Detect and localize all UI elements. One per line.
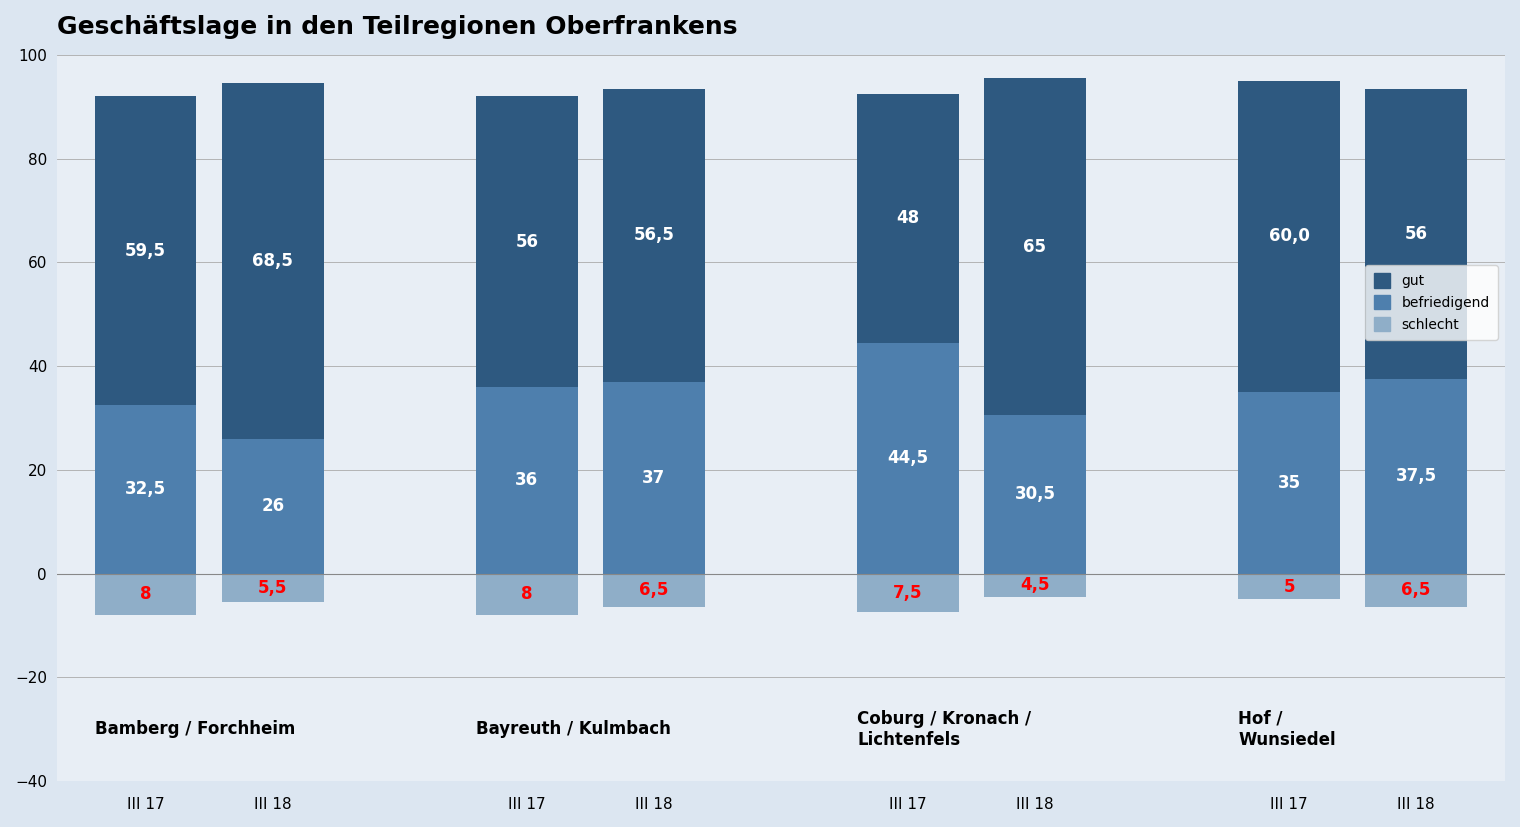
Text: 59,5: 59,5 [125, 241, 166, 260]
Bar [476, 574, 578, 615]
Bar [1365, 574, 1467, 607]
Text: 8: 8 [521, 586, 532, 603]
Text: 6,5: 6,5 [638, 581, 669, 600]
Bar [603, 88, 705, 381]
Text: 35: 35 [1277, 474, 1301, 492]
Text: 5: 5 [1283, 577, 1295, 595]
Bar [94, 405, 196, 574]
Text: 4,5: 4,5 [1020, 576, 1050, 595]
Bar [983, 79, 1085, 415]
Text: 37,5: 37,5 [1395, 467, 1436, 485]
Text: 37: 37 [641, 469, 666, 486]
Bar [857, 342, 959, 574]
Bar [476, 387, 578, 574]
Text: 26: 26 [261, 497, 284, 515]
Text: 44,5: 44,5 [888, 449, 929, 467]
Text: 68,5: 68,5 [252, 252, 293, 270]
Bar [1365, 88, 1467, 379]
Bar [94, 574, 196, 615]
Text: Geschäftslage in den Teilregionen Oberfrankens: Geschäftslage in den Teilregionen Oberfr… [56, 15, 737, 39]
Bar [94, 96, 196, 405]
Text: 30,5: 30,5 [1014, 485, 1055, 504]
Bar [1239, 81, 1339, 392]
Bar [603, 381, 705, 574]
Text: 60,0: 60,0 [1269, 227, 1309, 246]
Legend: gut, befriedigend, schlecht: gut, befriedigend, schlecht [1365, 265, 1499, 340]
Text: 65: 65 [1023, 237, 1046, 256]
Bar [857, 574, 959, 613]
Text: 56,5: 56,5 [634, 226, 675, 244]
Text: 5,5: 5,5 [258, 579, 287, 597]
Text: 56: 56 [515, 232, 538, 251]
Bar [222, 84, 324, 438]
Bar [222, 574, 324, 602]
Text: 32,5: 32,5 [125, 480, 166, 498]
Bar [603, 574, 705, 607]
Bar [222, 438, 324, 574]
Bar [983, 415, 1085, 574]
Text: Hof /
Wunsiedel: Hof / Wunsiedel [1239, 710, 1336, 748]
Text: 6,5: 6,5 [1401, 581, 1430, 600]
Text: Bamberg / Forchheim: Bamberg / Forchheim [94, 720, 295, 739]
Bar [857, 93, 959, 342]
Text: 7,5: 7,5 [894, 584, 923, 602]
Text: 8: 8 [140, 586, 152, 603]
Text: 56: 56 [1404, 225, 1427, 243]
Bar [1239, 392, 1339, 574]
Bar [983, 574, 1085, 597]
Text: Bayreuth / Kulmbach: Bayreuth / Kulmbach [476, 720, 670, 739]
Bar [1365, 379, 1467, 574]
Bar [476, 96, 578, 387]
Bar [1239, 574, 1339, 600]
Text: 48: 48 [897, 209, 920, 227]
Text: Coburg / Kronach /
Lichtenfels: Coburg / Kronach / Lichtenfels [857, 710, 1031, 748]
Text: 36: 36 [515, 471, 538, 490]
